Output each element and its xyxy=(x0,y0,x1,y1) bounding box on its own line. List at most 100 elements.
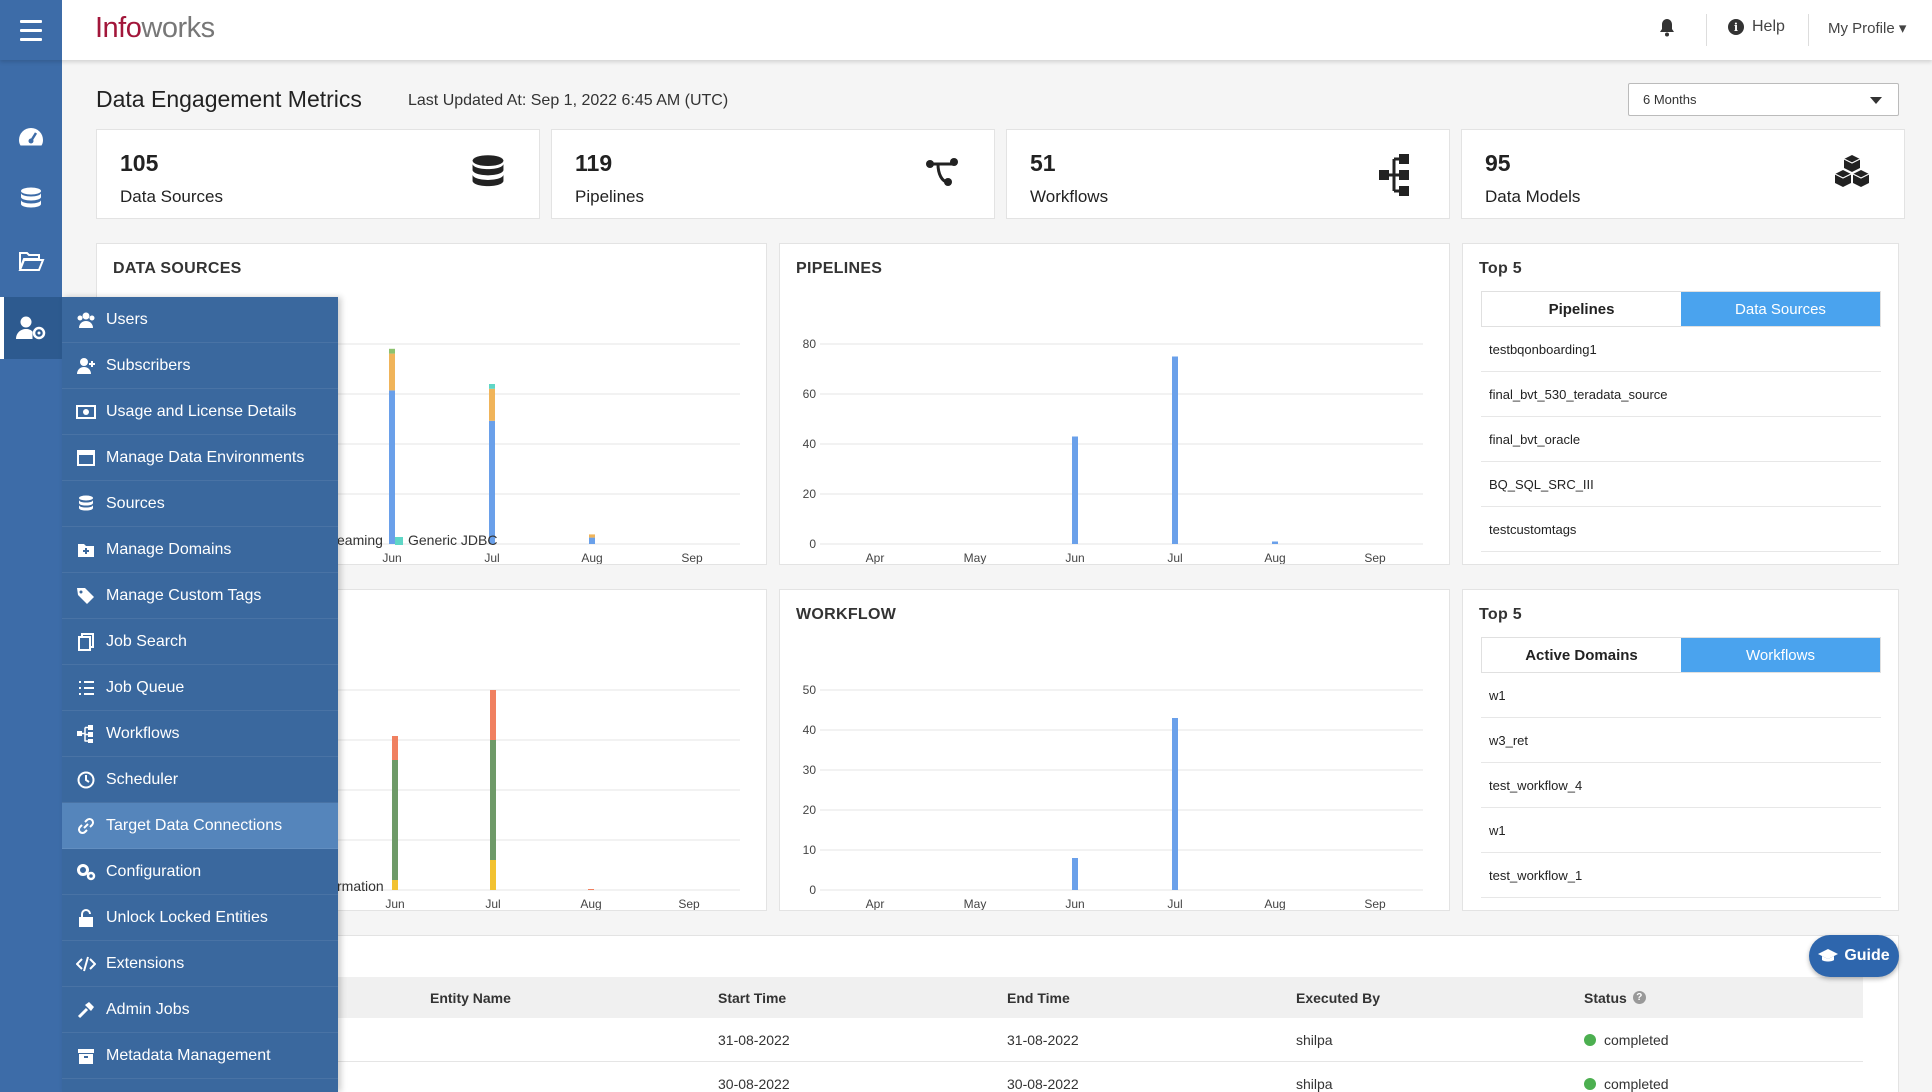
list-item[interactable]: test_workflow_4 xyxy=(1481,763,1881,808)
submenu-item-unlock-locked-entities[interactable]: Unlock Locked Entities xyxy=(62,895,338,941)
legend-item-generic-jdbc[interactable]: Generic JDBC xyxy=(395,532,497,548)
chart-bar-segment[interactable] xyxy=(489,420,495,544)
submenu-item-users[interactable]: Users xyxy=(62,297,338,343)
rail-sources[interactable] xyxy=(0,168,62,230)
x-tick-label: Aug xyxy=(1264,897,1285,910)
info-icon: i xyxy=(1728,19,1744,35)
x-tick-label: Aug xyxy=(1264,551,1285,564)
card-title: WORKFLOW xyxy=(796,606,897,623)
rail-files[interactable] xyxy=(0,230,62,292)
list-item[interactable]: final_bvt_530_teradata_source xyxy=(1481,372,1881,417)
my-profile-menu[interactable]: My Profile ▾ xyxy=(1828,19,1906,37)
time-range-select[interactable]: 6 Months xyxy=(1628,83,1899,116)
submenu-item-job-queue[interactable]: Job Queue xyxy=(62,665,338,711)
list-item[interactable]: w1 xyxy=(1481,808,1881,853)
chart-bar-segment[interactable] xyxy=(392,760,398,880)
y-tick-label: 50 xyxy=(803,683,817,697)
submenu-item-sources[interactable]: Sources xyxy=(62,481,338,527)
submenu-item-manage-data-environments[interactable]: Manage Data Environments xyxy=(62,435,338,481)
stat-label: Pipelines xyxy=(575,187,644,206)
tags-icon xyxy=(76,586,96,606)
chart-bar-segment[interactable] xyxy=(490,860,496,890)
y-tick-label: 30 xyxy=(803,763,817,777)
workflow-chart: 0 10 20 30 40 50 Apr May Jun Jul Aug Sep xyxy=(803,683,1423,910)
stat-card-workflows[interactable]: 51 Workflows xyxy=(1006,129,1450,219)
card-title: Top 5 xyxy=(1479,260,1522,277)
y-tick-label: 20 xyxy=(803,487,817,501)
submenu-item-configuration[interactable]: Configuration xyxy=(62,849,338,895)
chart-bar-segment[interactable] xyxy=(589,537,595,544)
submenu-item-admin-jobs[interactable]: Admin Jobs xyxy=(62,987,338,1033)
chart-bar[interactable] xyxy=(1172,718,1178,890)
submenu-item-workflows[interactable]: Workflows xyxy=(62,711,338,757)
chart-bar-segment[interactable] xyxy=(489,388,495,421)
hamburger-menu-button[interactable] xyxy=(0,0,62,60)
stat-card-data-sources[interactable]: 105 Data Sources xyxy=(96,129,540,219)
guide-button[interactable]: Guide xyxy=(1809,935,1899,977)
x-tick-label: Jul xyxy=(485,897,500,910)
x-tick-label: Aug xyxy=(580,897,601,910)
chart-bar-segment[interactable] xyxy=(489,384,495,389)
chart-bar[interactable] xyxy=(1172,356,1178,545)
chart-bar[interactable] xyxy=(1072,858,1078,890)
chart-bar-segment[interactable] xyxy=(392,880,398,890)
table-row[interactable]: 31-08-2022 31-08-2022 shilpa completed xyxy=(338,1018,1863,1062)
submenu-item-metadata-management[interactable]: Metadata Management xyxy=(62,1033,338,1079)
tab-workflows[interactable]: Workflows xyxy=(1681,638,1880,672)
tab-active-domains[interactable]: Active Domains xyxy=(1525,646,1638,664)
legend-swatch xyxy=(395,537,403,545)
rail-dashboard[interactable] xyxy=(0,106,62,168)
bell-icon[interactable] xyxy=(1658,18,1676,43)
chart-bar[interactable] xyxy=(1072,436,1078,545)
submenu-item-target-data-connections[interactable]: Target Data Connections xyxy=(62,803,338,849)
chart-bar-segment[interactable] xyxy=(392,736,398,760)
chart-bar-segment[interactable] xyxy=(389,353,395,391)
list-item[interactable]: w3_ret xyxy=(1481,718,1881,763)
help-link[interactable]: i Help xyxy=(1728,18,1785,36)
list-item[interactable]: final_bvt_oracle xyxy=(1481,417,1881,462)
tab-pipelines[interactable]: Pipelines xyxy=(1548,300,1615,318)
chart-bar-segment[interactable] xyxy=(589,534,595,538)
x-tick-label: Sep xyxy=(1364,897,1386,910)
list-item[interactable]: testbqonboarding1 xyxy=(1481,327,1881,372)
chart-bar[interactable] xyxy=(1272,541,1278,545)
chart-bar-segment[interactable] xyxy=(490,740,496,860)
submenu-item-label: Metadata Management xyxy=(106,1046,271,1064)
question-icon[interactable]: ? xyxy=(1632,991,1646,1004)
chart-bar-segment[interactable] xyxy=(490,690,496,740)
y-tick-label: 40 xyxy=(803,723,817,737)
logo-text-a: Info xyxy=(95,12,142,44)
x-tick-label: Jun xyxy=(385,897,404,910)
chart-bar-segment[interactable] xyxy=(588,889,594,890)
submenu-item-extensions[interactable]: Extensions xyxy=(62,941,338,987)
profile-label: My Profile xyxy=(1828,20,1895,37)
submenu-item-manage-domains[interactable]: Manage Domains xyxy=(62,527,338,573)
submenu-item-scheduler[interactable]: Scheduler xyxy=(62,757,338,803)
x-tick-label: Jul xyxy=(484,551,499,564)
list-item[interactable]: testcustomtags xyxy=(1481,507,1881,552)
col-entity-name[interactable]: Entity Name xyxy=(430,989,511,1006)
submenu-item-usage-and-license-details[interactable]: Usage and License Details xyxy=(62,389,338,435)
list-item[interactable]: BQ_SQL_SRC_III xyxy=(1481,462,1881,507)
rail-admin[interactable] xyxy=(0,297,62,359)
submenu-item-manage-custom-tags[interactable]: Manage Custom Tags xyxy=(62,573,338,619)
top5-pipelines-card: Top 5 Pipelines Data Sources testbqonboa… xyxy=(1462,243,1899,565)
tab-data-sources[interactable]: Data Sources xyxy=(1681,292,1880,326)
stat-card-data-models[interactable]: 95 Data Models xyxy=(1461,129,1905,219)
chart-bar-segment[interactable] xyxy=(389,348,395,354)
col-executed-by[interactable]: Executed By xyxy=(1296,989,1381,1006)
col-end-time[interactable]: End Time xyxy=(1007,989,1070,1006)
infoworks-logo[interactable]: Infoworks xyxy=(95,12,215,45)
submenu-item-label: Subscribers xyxy=(106,356,191,374)
chart-bar-segment[interactable] xyxy=(389,390,395,544)
table-body: 31-08-2022 31-08-2022 shilpa completed 30-08… xyxy=(338,1018,1863,1092)
list-item[interactable]: w1 xyxy=(1481,673,1881,718)
stat-card-pipelines[interactable]: 119 Pipelines xyxy=(551,129,995,219)
col-start-time[interactable]: Start Time xyxy=(718,989,787,1006)
col-status[interactable]: Status? xyxy=(1584,977,1646,1018)
submenu-item-job-search[interactable]: Job Search xyxy=(62,619,338,665)
list-item[interactable]: test_workflow_1 xyxy=(1481,853,1881,898)
table-row[interactable]: 30-08-2022 30-08-2022 shilpa completed xyxy=(338,1062,1863,1092)
submenu-item-subscribers[interactable]: Subscribers xyxy=(62,343,338,389)
top5-list: w1 w3_ret test_workflow_4 w1 test_workflow_1 xyxy=(1481,673,1881,898)
